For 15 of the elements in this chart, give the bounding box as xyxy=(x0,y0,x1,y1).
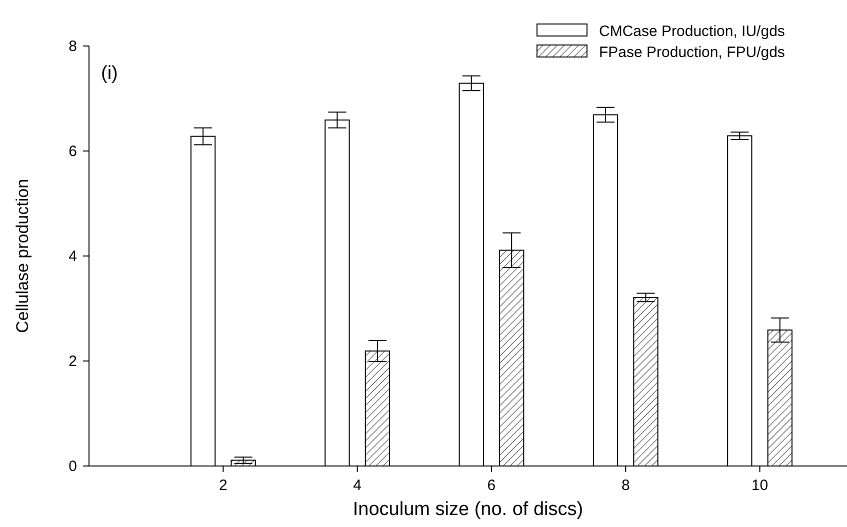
legend-label: FPase Production, FPU/gds xyxy=(599,44,785,61)
y-tick-label: 0 xyxy=(68,458,77,475)
y-tick-label: 8 xyxy=(68,38,77,55)
x-tick-label: 4 xyxy=(353,477,362,494)
y-tick-label: 6 xyxy=(68,143,77,160)
legend-label: CMCase Production, IU/gds xyxy=(599,23,785,40)
x-tick-label: 6 xyxy=(487,477,496,494)
x-axis-title: Inoculum size (no. of discs) xyxy=(352,499,584,520)
y-tick-label: 4 xyxy=(68,248,77,265)
y-axis-title: Cellulase production xyxy=(13,178,32,334)
y-tick-label: 2 xyxy=(68,353,77,370)
x-tick-label: 2 xyxy=(218,477,228,494)
x-tick-label: 10 xyxy=(751,477,768,494)
annotation: (i) xyxy=(101,63,118,84)
x-tick-label: 8 xyxy=(621,477,630,494)
